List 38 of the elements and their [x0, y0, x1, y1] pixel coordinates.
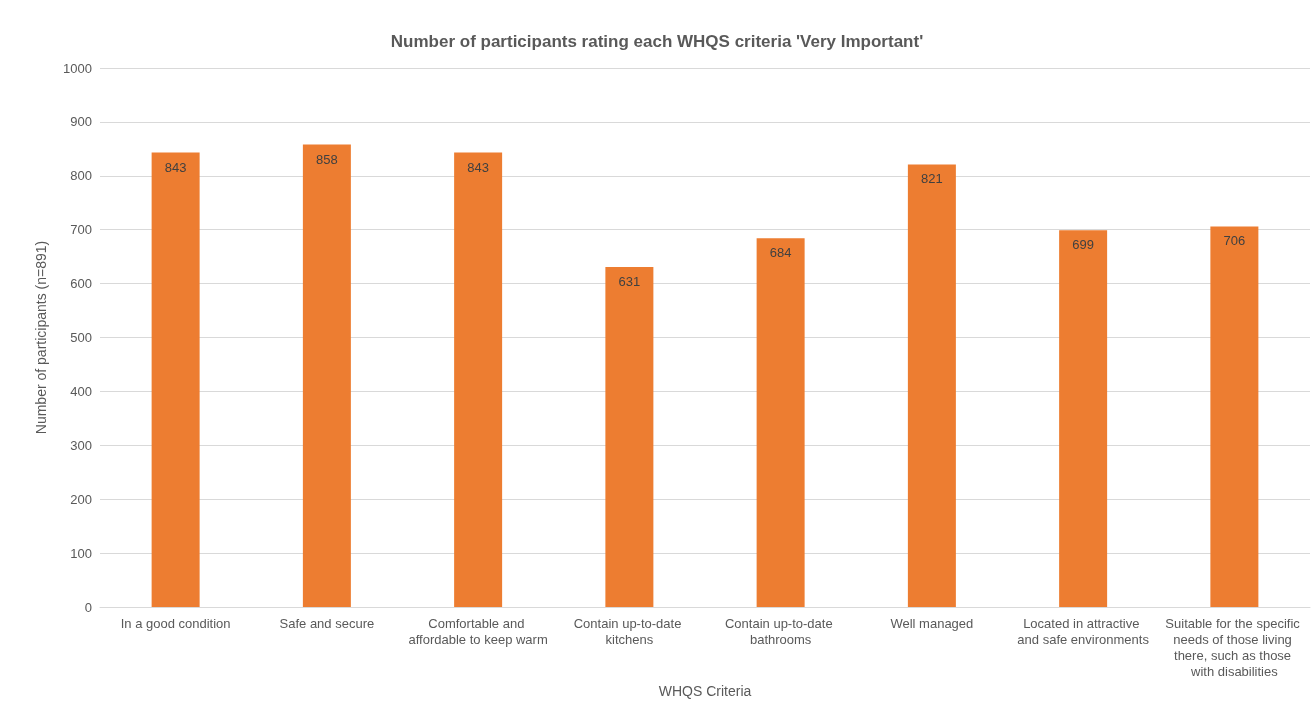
bar — [756, 238, 805, 607]
x-tick-label: Safe and secure — [279, 615, 375, 631]
y-tick-label: 0 — [84, 599, 92, 615]
data-label: 843 — [467, 159, 489, 175]
data-label: 843 — [164, 159, 187, 175]
bar — [454, 152, 503, 607]
x-tick-label: In a good condition — [120, 615, 231, 631]
chart-title: Number of participants rating each WHQS criteria 'Very Important' — [390, 32, 924, 51]
y-tick-label: 600 — [70, 276, 92, 292]
data-label: 821 — [921, 171, 943, 187]
x-tick-label: Contain up-to-date bathrooms — [724, 615, 837, 647]
x-tick-label: Well managed — [890, 615, 974, 631]
y-tick-label: 1000 — [63, 60, 92, 76]
x-tick-label: Suitable for the specific needs of those living there, such as those with disabilities — [1165, 615, 1304, 679]
bar — [151, 152, 200, 607]
bar — [1059, 230, 1108, 607]
y-tick-label: 700 — [70, 222, 92, 238]
x-tick-label: Contain up-to-date kitchens — [573, 615, 686, 647]
y-axis-title: Number of participants (n=891) — [33, 240, 49, 435]
bar — [302, 144, 351, 607]
x-axis-title: WHQS Criteria — [658, 682, 752, 699]
y-tick-label: 400 — [70, 383, 92, 399]
y-tick-label: 800 — [70, 168, 92, 184]
bar — [907, 164, 956, 607]
data-label: 699 — [1072, 237, 1094, 253]
x-tick-label: Comfortable and affordable to keep warm — [408, 615, 548, 647]
bar — [605, 266, 654, 607]
data-label: 858 — [316, 151, 338, 167]
y-tick-label: 300 — [70, 437, 92, 453]
bar — [1210, 226, 1259, 607]
data-label: 684 — [769, 245, 792, 261]
y-tick-label: 100 — [70, 545, 92, 561]
y-tick-label: 900 — [70, 114, 92, 130]
x-tick-label: Located in attractive and safe environments — [1017, 615, 1150, 647]
data-label: 631 — [618, 273, 641, 289]
data-label: 706 — [1223, 233, 1246, 249]
y-tick-label: 200 — [70, 491, 92, 507]
y-tick-label: 500 — [70, 330, 92, 345]
